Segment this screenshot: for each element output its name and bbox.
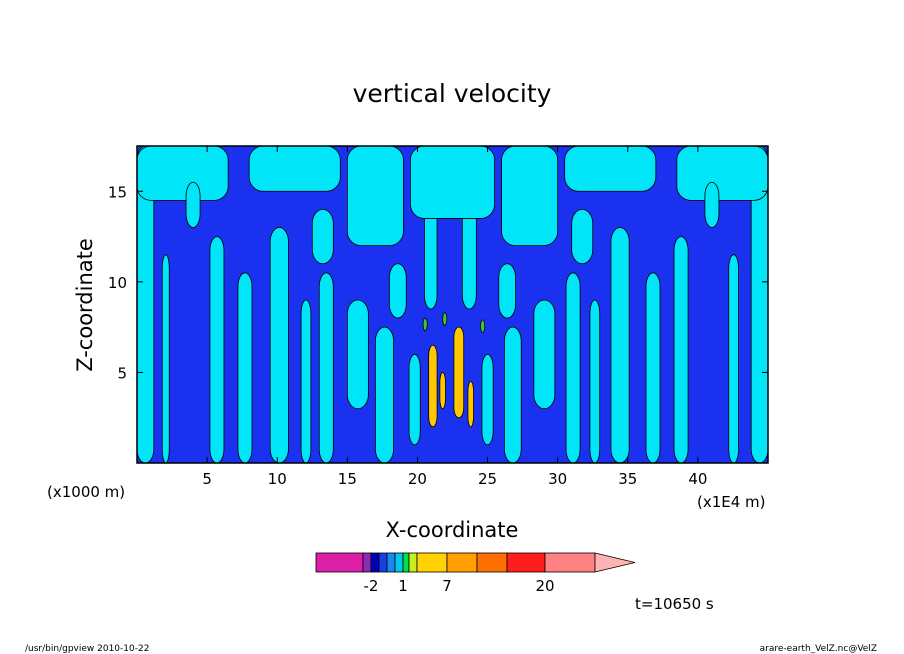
x-tick-label: 20 [408,470,427,488]
contour-region [503,326,522,463]
contour-region [481,353,494,446]
y-tick-label: 5 [117,364,127,382]
contour-region [564,146,657,192]
contour-region [374,326,395,463]
updraft-core [453,326,465,419]
plot-area: 5 10 15 20 25 30 35 40 5 10 15 [108,145,769,488]
colorbar-label: 7 [442,577,452,595]
y-tick-label: 10 [108,274,127,292]
contour-region [750,146,768,463]
colorbar-cell [408,552,418,573]
updraft-core [480,319,486,333]
colorbar: -2 1 7 20 [315,552,636,595]
x-tick-label: 30 [548,470,567,488]
x-tick-label: 5 [202,470,212,488]
contour-region [311,208,334,265]
contour-region [137,146,155,463]
contour-region [269,227,289,463]
contour-region [565,272,581,463]
colorbar-cell [446,552,478,573]
y-tick-label: 15 [108,183,127,201]
colorbar-cell [378,552,388,573]
contour-region [161,254,170,463]
x-tick-label: 15 [338,470,357,488]
contour-region [498,263,517,319]
updraft-core [422,317,428,332]
y-axis: 5 10 15 [108,183,768,382]
x-axis-label: X-coordinate [386,518,519,542]
contour-region [645,272,661,463]
contour-region [185,181,201,228]
x-tick-label: 25 [478,470,497,488]
chart-title: vertical velocity [353,79,552,108]
colorbar-label: 20 [535,577,554,595]
colorbar-cell [402,552,410,573]
contour-region [533,299,556,410]
plot-frame [136,145,769,464]
colorbar-cell [506,552,546,573]
contour-region [300,299,312,463]
colorbar-arrow [594,552,636,573]
colorbar-cell [416,552,448,573]
contour-region [346,299,369,410]
x-tick-label: 10 [268,470,287,488]
contour-region [673,236,689,463]
colorbar-cell [394,552,404,573]
colorbar-cell [362,552,372,573]
updraft-core [442,312,448,326]
contour-region [410,146,495,219]
x-axis: 5 10 15 20 25 30 35 40 [202,146,707,488]
colorbar-cell [476,552,508,573]
footer-right: arare-earth_VelZ.nc@VelZ [760,644,877,654]
contour-region [676,146,768,201]
y-axis-label: Z-coordinate [73,238,97,372]
updraft-core [428,344,438,428]
colorbar-cell [315,552,364,573]
contour-field [137,146,768,463]
contour-region [237,272,253,463]
contour-region [346,146,404,247]
contour-region [248,146,341,192]
contour-region [318,272,334,463]
x-tick-label: 40 [688,470,707,488]
x-unit-left: (x1000 m) [47,483,125,501]
contour-region [571,208,594,265]
colorbar-cell [386,552,396,573]
footer-left: /usr/bin/gpview 2010-10-22 [25,644,149,654]
colorbar-cell [370,552,380,573]
updraft-core [467,381,474,428]
colorbar-cell [544,552,596,573]
contour-region [728,254,739,463]
time-label: t=10650 s [635,595,714,613]
contour-region [388,263,407,319]
contour-region [610,227,630,463]
x-tick-label: 35 [618,470,637,488]
contour-region [137,146,229,201]
contour-region [501,146,559,247]
updraft-core [439,372,446,410]
contour-region [408,353,421,446]
contour-region [589,299,601,463]
colorbar-label: -2 [364,577,379,595]
contour-region [209,236,225,463]
contour-region [704,181,720,228]
colorbar-label: 1 [398,577,408,595]
x-unit-right: (x1E4 m) [697,493,766,511]
